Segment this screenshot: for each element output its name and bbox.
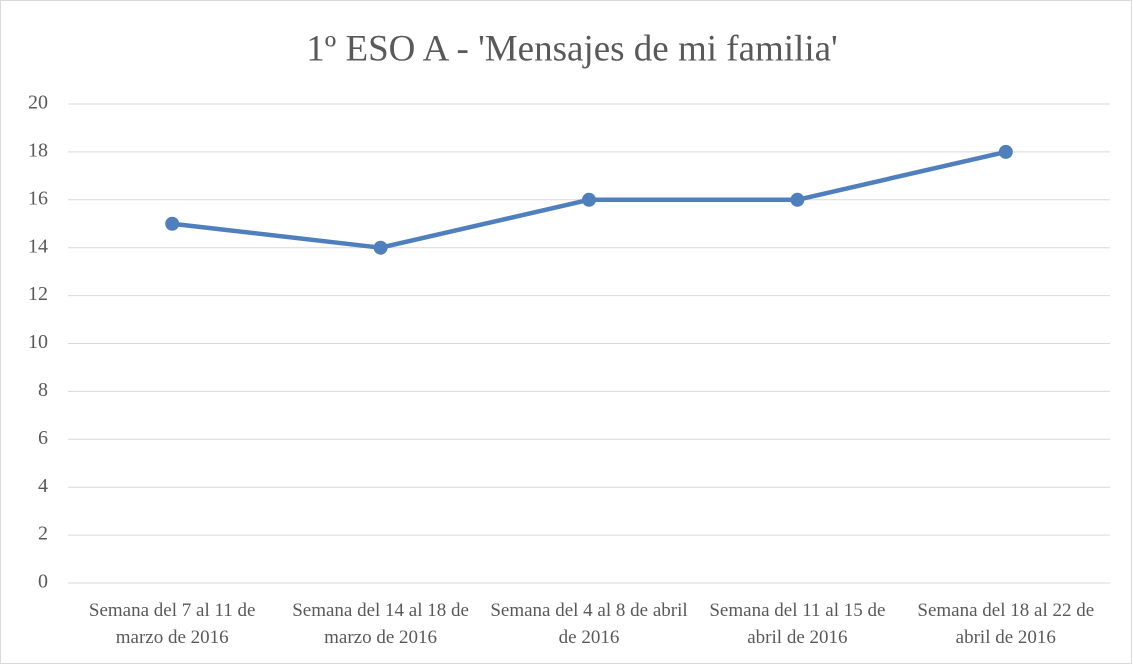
x-tick-label: Semana del 7 al 11 de marzo de 2016 [88,600,256,648]
y-tick-label: 18 [28,139,48,161]
point [165,216,180,231]
x-tick-label: Semana del 14 al 18 de marzo de 2016 [292,600,469,648]
chart-title: 1º ESO A - 'Mensajes de mi familia' [306,28,837,69]
y-tick-label: 14 [28,235,48,257]
x-tick-label: Semana del 18 al 22 de abril de 2016 [917,600,1095,648]
point [790,192,805,207]
y-tick-label: 6 [38,427,48,449]
y-tick-label: 20 [28,92,48,114]
point [582,192,596,207]
point [373,240,388,255]
y-tick-label: 12 [28,283,48,305]
x-tick-label: Semana del 11 al 15 de abril de 2016 [709,600,886,648]
y-tick-label: 16 [28,187,48,209]
point [998,144,1013,159]
y-tick-label: 0 [38,571,48,593]
y-tick-label: 8 [38,379,48,401]
y-tick-label: 2 [38,523,48,545]
y-tick-label: 10 [28,331,48,353]
y-tick-label: 4 [38,475,48,497]
x-tick-label: Semana del 4 al 8 de abril de 2016 [490,600,688,648]
